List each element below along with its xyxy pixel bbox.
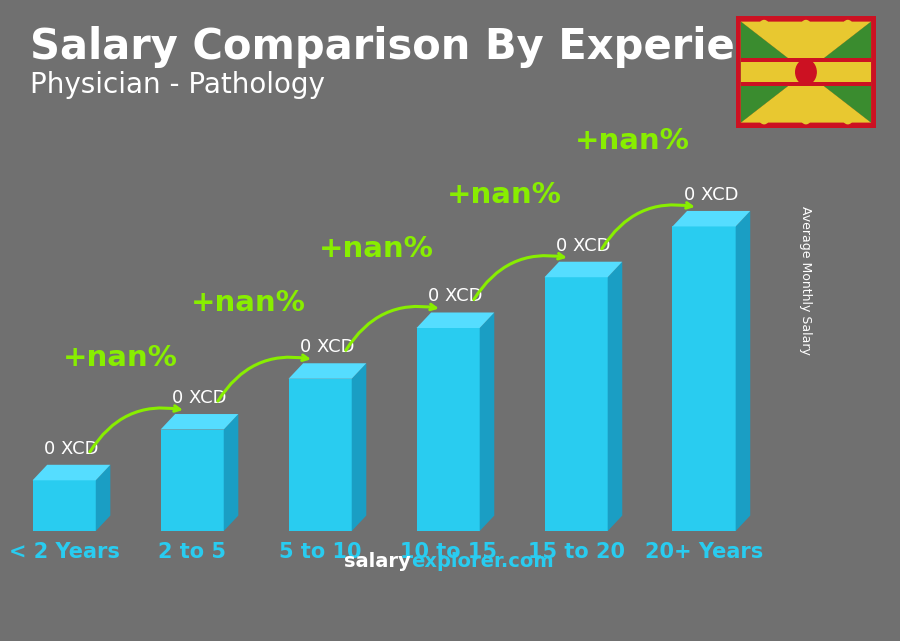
Circle shape (843, 113, 852, 124)
Polygon shape (672, 226, 735, 531)
Polygon shape (741, 58, 871, 86)
Polygon shape (806, 72, 871, 122)
Text: 2 to 5: 2 to 5 (158, 542, 226, 562)
Text: < 2 Years: < 2 Years (9, 542, 120, 562)
Polygon shape (806, 22, 871, 72)
Text: 0 XCD: 0 XCD (428, 287, 482, 306)
Text: +nan%: +nan% (63, 344, 177, 372)
Text: Physician - Pathology: Physician - Pathology (30, 71, 325, 99)
Polygon shape (160, 429, 224, 531)
Text: 15 to 20: 15 to 20 (527, 542, 625, 562)
Polygon shape (160, 414, 238, 429)
Polygon shape (741, 62, 871, 82)
Polygon shape (289, 379, 352, 531)
Text: +nan%: +nan% (191, 290, 305, 317)
Polygon shape (32, 480, 95, 531)
Polygon shape (544, 277, 608, 531)
Circle shape (760, 113, 769, 124)
Polygon shape (806, 22, 871, 122)
Text: 0 XCD: 0 XCD (556, 237, 610, 254)
Polygon shape (608, 262, 622, 531)
Text: +nan%: +nan% (446, 181, 562, 209)
Text: Average Monthly Salary: Average Monthly Salary (799, 206, 812, 355)
Text: 0 XCD: 0 XCD (684, 186, 739, 204)
Polygon shape (32, 465, 111, 480)
Text: +nan%: +nan% (574, 126, 689, 154)
Polygon shape (480, 313, 494, 531)
Text: 0 XCD: 0 XCD (301, 338, 355, 356)
Circle shape (760, 21, 769, 31)
Text: salary: salary (344, 553, 410, 571)
Circle shape (796, 60, 816, 85)
Polygon shape (741, 22, 806, 122)
Text: 0 XCD: 0 XCD (44, 440, 99, 458)
Text: 0 XCD: 0 XCD (172, 389, 227, 407)
Text: 5 to 10: 5 to 10 (279, 542, 362, 562)
Polygon shape (741, 72, 871, 122)
Polygon shape (352, 363, 366, 531)
Text: 10 to 15: 10 to 15 (400, 542, 497, 562)
Polygon shape (544, 262, 622, 277)
Polygon shape (736, 16, 876, 128)
Polygon shape (289, 363, 366, 379)
Polygon shape (417, 313, 494, 328)
Polygon shape (741, 72, 806, 122)
Text: +nan%: +nan% (319, 235, 434, 263)
Circle shape (801, 21, 811, 31)
Text: explorer.com: explorer.com (410, 553, 554, 571)
Polygon shape (741, 22, 871, 72)
Polygon shape (672, 211, 751, 226)
Circle shape (801, 113, 811, 124)
Polygon shape (95, 465, 111, 531)
Polygon shape (417, 328, 480, 531)
Circle shape (843, 21, 852, 31)
Polygon shape (735, 211, 751, 531)
Polygon shape (224, 414, 238, 531)
Polygon shape (741, 22, 806, 72)
Text: 20+ Years: 20+ Years (645, 542, 763, 562)
Text: Salary Comparison By Experience: Salary Comparison By Experience (30, 26, 817, 67)
